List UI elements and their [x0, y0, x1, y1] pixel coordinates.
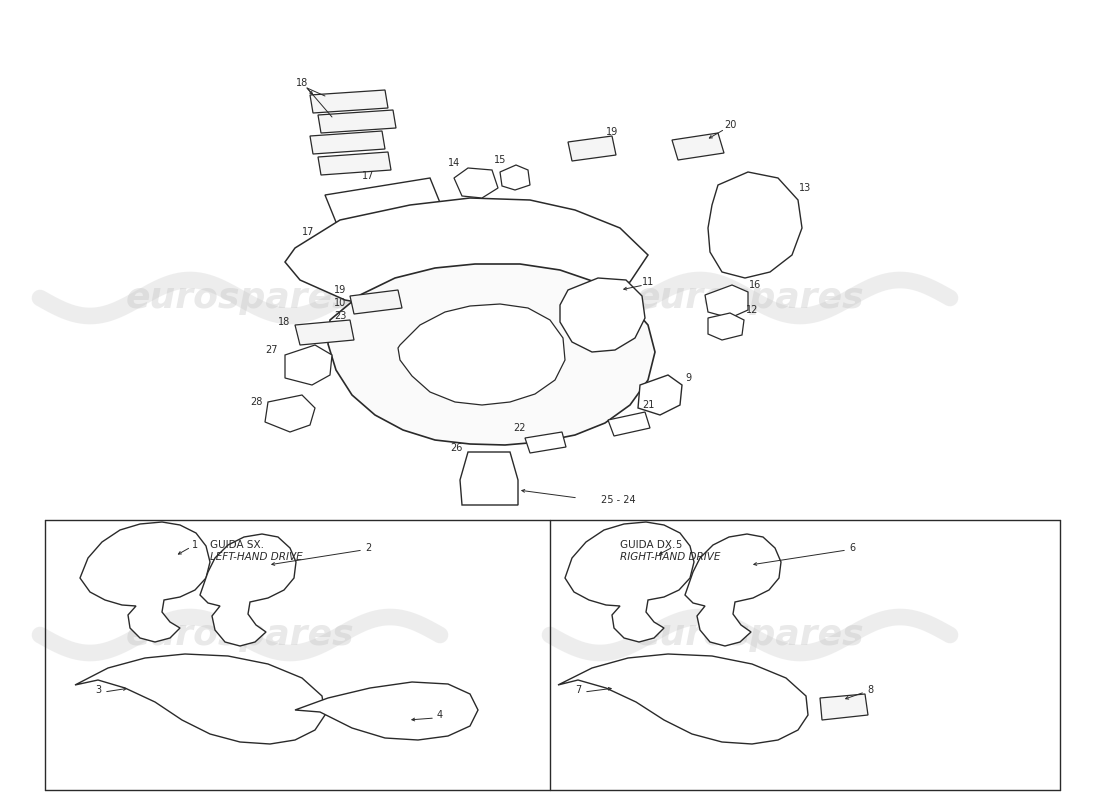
Text: 9: 9	[685, 373, 691, 383]
Polygon shape	[350, 290, 402, 314]
Polygon shape	[708, 172, 802, 278]
Text: 12: 12	[746, 305, 758, 315]
Polygon shape	[285, 345, 332, 385]
Polygon shape	[75, 654, 324, 744]
Polygon shape	[705, 285, 748, 318]
Text: LEFT-HAND DRIVE: LEFT-HAND DRIVE	[210, 552, 302, 562]
Text: RIGHT-HAND DRIVE: RIGHT-HAND DRIVE	[620, 552, 721, 562]
Polygon shape	[672, 133, 724, 160]
Polygon shape	[608, 412, 650, 436]
Text: 6: 6	[849, 543, 855, 553]
Text: 17: 17	[301, 227, 315, 237]
Text: 13: 13	[799, 183, 811, 193]
Text: 15: 15	[494, 155, 506, 165]
Polygon shape	[310, 90, 388, 113]
Text: 23: 23	[333, 311, 346, 321]
Text: 11: 11	[642, 277, 654, 287]
Text: eurospares: eurospares	[636, 618, 865, 652]
Polygon shape	[525, 432, 566, 453]
Polygon shape	[295, 682, 478, 740]
Text: 8: 8	[867, 685, 873, 695]
Text: 22: 22	[514, 423, 526, 433]
Text: GUIDA DX.: GUIDA DX.	[620, 540, 675, 550]
Polygon shape	[328, 264, 654, 445]
Text: 7: 7	[575, 685, 581, 695]
Text: 28: 28	[250, 397, 262, 407]
Polygon shape	[398, 304, 565, 405]
Polygon shape	[565, 522, 694, 642]
Text: 10: 10	[334, 298, 346, 308]
Text: 20: 20	[724, 120, 736, 130]
Polygon shape	[310, 131, 385, 154]
Polygon shape	[265, 395, 315, 432]
Text: 26: 26	[450, 443, 462, 453]
Polygon shape	[200, 534, 296, 646]
Text: 25 - 24: 25 - 24	[601, 495, 636, 505]
Polygon shape	[820, 694, 868, 720]
Text: 3: 3	[95, 685, 101, 695]
Polygon shape	[500, 165, 530, 190]
Text: 2: 2	[365, 543, 371, 553]
Polygon shape	[708, 313, 744, 340]
Polygon shape	[318, 152, 390, 175]
Text: eurospares: eurospares	[125, 618, 354, 652]
Text: eurospares: eurospares	[125, 281, 354, 315]
Text: 1: 1	[191, 540, 198, 550]
Text: 19: 19	[606, 127, 618, 137]
Polygon shape	[638, 375, 682, 415]
Polygon shape	[685, 534, 781, 646]
Text: GUIDA SX.: GUIDA SX.	[210, 540, 264, 550]
Text: 18: 18	[296, 78, 308, 88]
Polygon shape	[454, 168, 498, 198]
Text: 4: 4	[437, 710, 443, 720]
Polygon shape	[460, 452, 518, 505]
Polygon shape	[568, 136, 616, 161]
Polygon shape	[560, 278, 645, 352]
Polygon shape	[295, 320, 354, 345]
Polygon shape	[285, 198, 648, 312]
Polygon shape	[324, 178, 446, 232]
Polygon shape	[558, 654, 808, 744]
Text: 18: 18	[278, 317, 290, 327]
Polygon shape	[80, 522, 210, 642]
Text: 16: 16	[749, 280, 761, 290]
Text: 5: 5	[675, 540, 681, 550]
Text: 17: 17	[362, 171, 374, 181]
Text: 14: 14	[448, 158, 460, 168]
Text: 27: 27	[266, 345, 278, 355]
Polygon shape	[318, 110, 396, 133]
Text: eurospares: eurospares	[636, 281, 865, 315]
Text: 19: 19	[334, 285, 346, 295]
Text: 21: 21	[641, 400, 654, 410]
